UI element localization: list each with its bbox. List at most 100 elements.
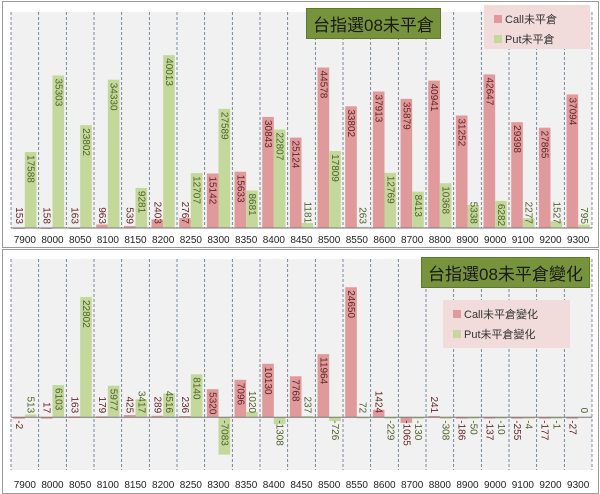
bar-put <box>467 417 480 419</box>
data-label: -1308 <box>274 420 285 446</box>
data-label: 72 <box>357 402 368 414</box>
bar-call <box>151 219 164 228</box>
open-interest-chart: 153 158 163 963 539 2403 2767 15142 15633 30843 25… <box>2 1 599 248</box>
data-label: 37094 <box>566 97 577 125</box>
data-label: 33802 <box>345 109 356 137</box>
data-label: 17588 <box>25 155 36 183</box>
bar-call <box>483 417 496 419</box>
x-tick-label: 8200 <box>152 480 175 491</box>
bar-put <box>190 173 203 228</box>
x-tick-label: 8550 <box>346 480 369 491</box>
data-label: 8140 <box>191 377 202 400</box>
x-tick-label: 8700 <box>401 480 424 491</box>
bar-call <box>538 417 551 419</box>
data-label: -50 <box>467 420 478 435</box>
bar-put <box>246 411 258 418</box>
bar-call <box>179 218 191 228</box>
bar-put <box>384 172 397 228</box>
bar-call <box>151 415 164 418</box>
x-tick-label: 8800 <box>429 235 452 246</box>
legend-item-call: Call未平倉變化 <box>453 304 560 324</box>
data-label: 23802 <box>80 128 91 156</box>
bar-put <box>24 414 37 418</box>
x-tick-label: 8550 <box>346 235 369 246</box>
legend-label: Call未平倉變化 <box>464 309 538 321</box>
data-label: 513 <box>25 396 36 413</box>
data-label: -4 <box>523 420 534 429</box>
data-label: -186 <box>456 420 467 440</box>
data-label: 1424 <box>373 391 384 414</box>
bar-put <box>52 385 65 418</box>
data-label: 1181 <box>301 202 312 224</box>
data-label: -1065 <box>400 420 411 446</box>
data-label: 153 <box>13 207 24 224</box>
bar-put <box>80 296 92 418</box>
bar-put <box>163 393 175 418</box>
bar-call <box>289 376 302 418</box>
data-label: 539 <box>124 207 135 224</box>
x-tick-label: 8900 <box>456 480 479 491</box>
data-label: 8681 <box>246 193 257 216</box>
x-tick-label: 8700 <box>401 235 424 246</box>
data-label: 289 <box>151 396 162 413</box>
data-label: 241 <box>428 396 439 413</box>
data-label: 44578 <box>317 71 328 99</box>
data-label: 6103 <box>52 388 63 411</box>
data-label: -255 <box>511 420 522 440</box>
bar-put <box>135 187 148 228</box>
data-label: 17809 <box>329 154 340 182</box>
put-swatch-icon <box>453 330 461 338</box>
data-label: 27865 <box>539 131 550 159</box>
x-tick-label: 9300 <box>567 480 590 491</box>
data-label: 2277 <box>523 202 534 225</box>
x-tick-label: 9200 <box>539 480 562 491</box>
data-label: -2 <box>13 420 24 429</box>
legend-label: Call未平倉 <box>505 14 557 26</box>
x-tick-label: 8400 <box>263 235 286 246</box>
data-label: 22802 <box>80 300 91 328</box>
bar-put <box>273 129 286 228</box>
bar-put <box>80 125 92 228</box>
bar-call <box>511 417 523 419</box>
bar-call <box>317 67 330 229</box>
x-tick-label: 8100 <box>97 235 120 246</box>
data-label: 12707 <box>191 176 202 204</box>
data-label: -7083 <box>218 420 229 446</box>
bar-call <box>317 354 330 418</box>
data-label: 35879 <box>400 102 411 130</box>
data-label: -726 <box>329 420 340 440</box>
bar-call <box>511 122 523 228</box>
data-label: 27589 <box>218 112 229 140</box>
data-label: 158 <box>41 207 52 224</box>
bar-put <box>135 399 148 418</box>
data-label: 15142 <box>207 176 218 204</box>
x-tick-label: 8500 <box>318 480 341 491</box>
bar-put <box>107 79 120 228</box>
x-tick-label: 8150 <box>124 480 147 491</box>
call-swatch-icon <box>494 15 502 23</box>
x-tick-label: 8300 <box>207 480 230 491</box>
x-tick-label: 8900 <box>456 235 479 246</box>
x-tick-label: 8300 <box>207 235 230 246</box>
bar-put <box>495 417 507 419</box>
data-label: 17 <box>41 402 52 414</box>
bar-put <box>550 417 563 419</box>
bar-put <box>190 374 203 418</box>
x-tick-label: 9200 <box>539 235 562 246</box>
bar-put <box>550 221 563 228</box>
data-label: 25124 <box>290 141 301 169</box>
x-tick-label: 9000 <box>484 235 507 246</box>
bar-call <box>206 389 219 418</box>
data-label: 1527 <box>550 202 561 225</box>
data-label: 31252 <box>456 118 467 146</box>
bar-put <box>301 415 314 418</box>
bar-put <box>107 385 120 418</box>
data-label: 34330 <box>108 83 119 111</box>
data-label: 37913 <box>373 95 384 123</box>
x-tick-label: 8600 <box>373 235 396 246</box>
data-label: 6282 <box>495 204 506 227</box>
data-label: 236 <box>179 396 190 413</box>
data-label: 40013 <box>163 58 174 86</box>
data-label: 263 <box>357 207 368 224</box>
data-label: 11964 <box>317 357 328 385</box>
